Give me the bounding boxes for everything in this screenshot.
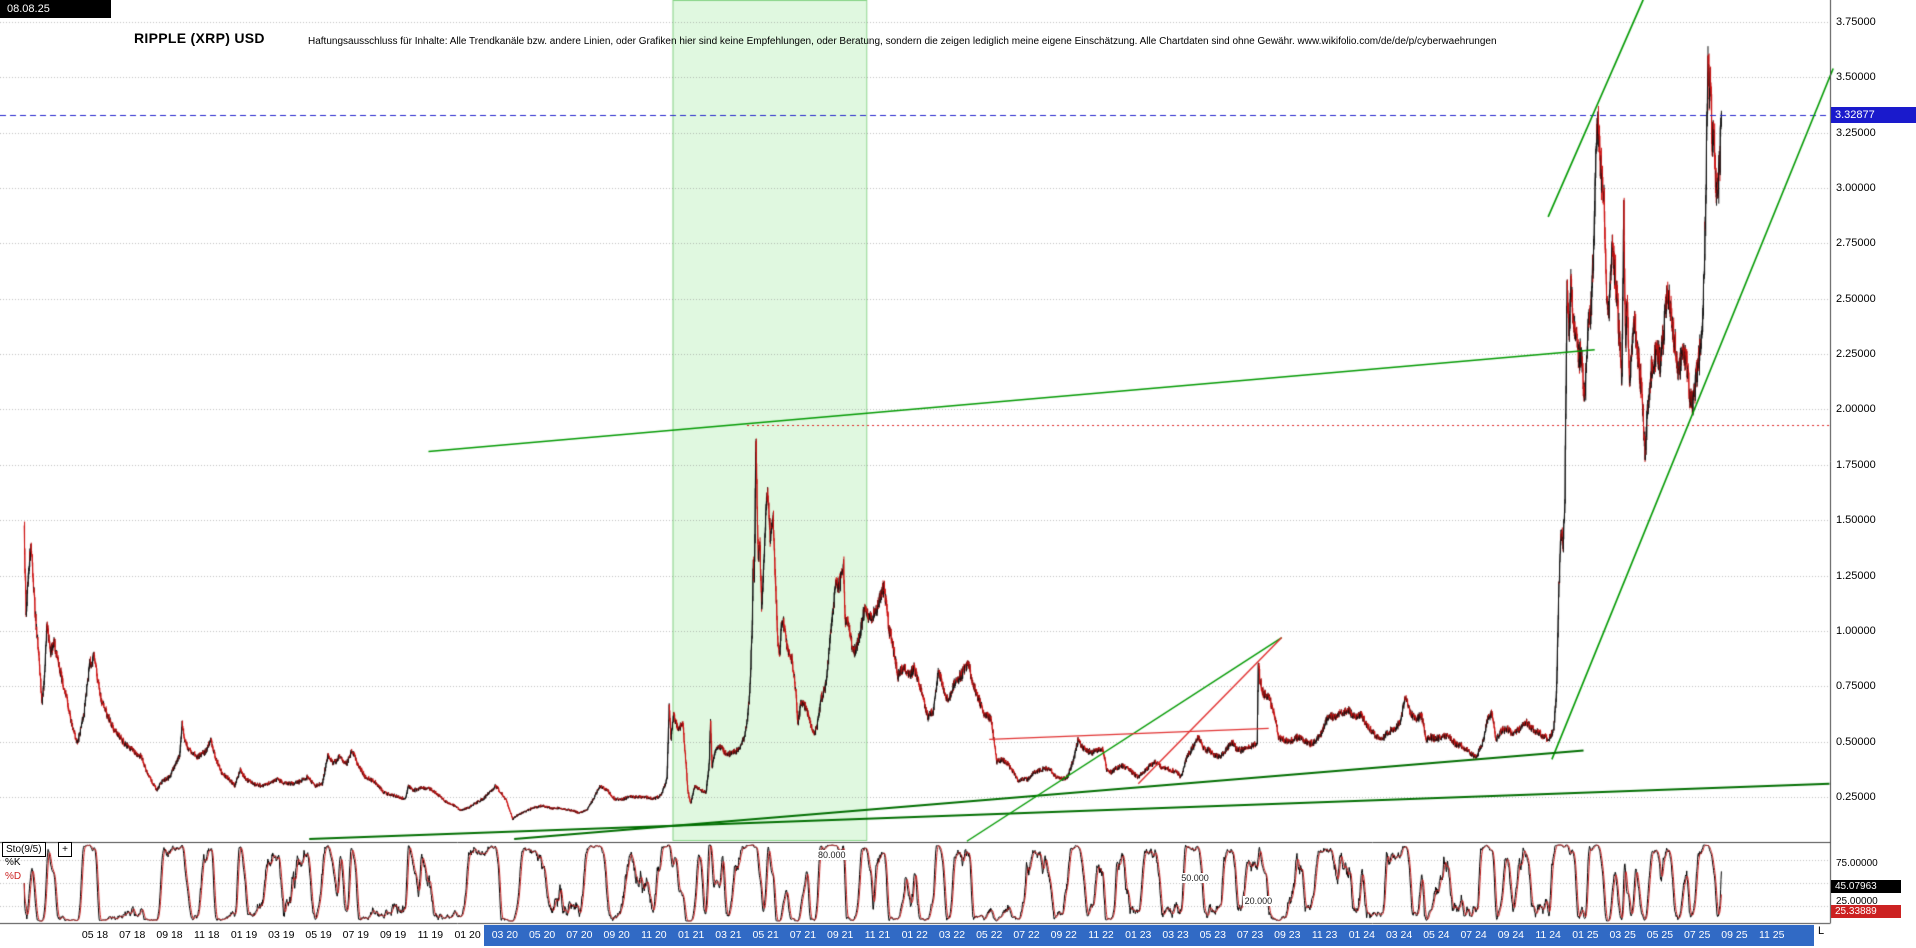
price-tick-label: 2.50000 bbox=[1836, 292, 1876, 305]
sto-level-label: 50.000 bbox=[1179, 873, 1211, 883]
date-tick-label[interactable]: 11 21 bbox=[864, 929, 891, 941]
date-tick-label[interactable]: 09 21 bbox=[827, 929, 854, 941]
indicator-name[interactable]: Sto(9/5) bbox=[2, 842, 46, 857]
price-tick-label: 1.00000 bbox=[1836, 624, 1876, 637]
price-tick-label: 3.50000 bbox=[1836, 71, 1876, 84]
date-tick-label[interactable]: 11 18 bbox=[194, 929, 220, 941]
price-tick-label: 2.00000 bbox=[1836, 403, 1876, 416]
current-price-badge: 3.32877 bbox=[1831, 107, 1916, 124]
price-tick-label: 1.25000 bbox=[1836, 569, 1876, 582]
date-tick-label[interactable]: 07 20 bbox=[566, 929, 593, 941]
date-tick-label[interactable]: 05 24 bbox=[1423, 929, 1450, 941]
date-tick-label[interactable]: 11 24 bbox=[1535, 929, 1561, 941]
date-tick-label[interactable]: 05 23 bbox=[1199, 929, 1226, 941]
date-tick-label[interactable]: 11 23 bbox=[1311, 929, 1338, 941]
date-tick-label[interactable]: 03 24 bbox=[1385, 929, 1413, 941]
date-tick-label[interactable]: 01 23 bbox=[1125, 929, 1152, 941]
date-tick-label[interactable]: 09 23 bbox=[1274, 929, 1301, 941]
date-tick-label[interactable]: 11 22 bbox=[1088, 929, 1114, 941]
date-tick-label[interactable]: 03 19 bbox=[268, 929, 295, 941]
sto-axis-label: 75.00000 bbox=[1836, 858, 1878, 869]
price-tick-label: 3.75000 bbox=[1836, 15, 1876, 28]
scale-toggle[interactable]: L bbox=[1818, 925, 1825, 937]
date-tick-label[interactable]: 03 25 bbox=[1609, 929, 1636, 941]
date-tick-label[interactable]: 07 24 bbox=[1460, 929, 1487, 941]
timescale-selection[interactable] bbox=[484, 925, 1814, 946]
date-tick-label[interactable]: 09 25 bbox=[1721, 929, 1748, 941]
date-tick-label[interactable]: 01 22 bbox=[901, 929, 928, 941]
date-tick-label[interactable]: 09 20 bbox=[603, 929, 630, 941]
date-tick-label[interactable]: 03 20 bbox=[491, 929, 518, 941]
date-tick-label[interactable]: 01 25 bbox=[1572, 929, 1599, 941]
date-tick-label[interactable]: 01 21 bbox=[678, 929, 705, 941]
sto-axis-label: 25.00000 bbox=[1836, 896, 1878, 907]
date-tick-label[interactable]: 05 18 bbox=[81, 929, 109, 941]
sto-level-label: 80.000 bbox=[815, 850, 848, 861]
sto-level-label: 20.000 bbox=[1242, 895, 1275, 906]
date-tick-label[interactable]: 07 25 bbox=[1684, 929, 1711, 941]
date-tick-label[interactable]: 05 20 bbox=[528, 929, 556, 941]
date-tick-label[interactable]: 03 22 bbox=[938, 929, 966, 941]
date-tick-label[interactable]: 09 24 bbox=[1497, 929, 1525, 941]
date-tick-label[interactable]: 07 21 bbox=[789, 929, 817, 941]
date-tick-label[interactable]: 07 22 bbox=[1013, 929, 1040, 941]
date-tick-label[interactable]: 05 25 bbox=[1646, 929, 1674, 941]
indicator-add-button[interactable]: + bbox=[58, 842, 72, 857]
price-tick-label: 0.25000 bbox=[1836, 790, 1876, 803]
date-tick-label[interactable]: 07 19 bbox=[342, 929, 369, 941]
date-tick-label[interactable]: 05 19 bbox=[305, 929, 332, 941]
stoch-d-label: %D bbox=[5, 871, 22, 882]
chart-title: RIPPLE (XRP) USD bbox=[134, 30, 265, 46]
date-tick-label[interactable]: 03 21 bbox=[715, 929, 742, 941]
date-tick-label[interactable]: 09 19 bbox=[379, 929, 407, 941]
date-tick-label[interactable]: 01 20 bbox=[454, 929, 481, 941]
price-tick-label: 1.50000 bbox=[1836, 514, 1876, 527]
date-tick-label[interactable]: 09 18 bbox=[156, 929, 183, 941]
date-tick-label[interactable]: 11 20 bbox=[641, 929, 667, 941]
date-axis[interactable]: 05 18 07 18 09 18 11 18 01 19 03 19 05 19 07 19… bbox=[0, 924, 1916, 948]
date-tick-label[interactable]: 07 23 bbox=[1236, 929, 1264, 941]
date-tick-label[interactable]: 05 22 bbox=[976, 929, 1003, 941]
date-tick-label[interactable]: 01 19 bbox=[230, 929, 258, 941]
price-tick-label: 2.75000 bbox=[1836, 237, 1876, 250]
price-tick-label: 0.75000 bbox=[1836, 680, 1876, 693]
date-tick-label[interactable]: 05 21 bbox=[752, 929, 779, 941]
date-tick-label[interactable]: 11 19 bbox=[417, 929, 444, 941]
price-tick-label: 3.25000 bbox=[1836, 126, 1876, 139]
date-tick-label[interactable]: 01 24 bbox=[1348, 929, 1375, 941]
stoch-k-value-badge: 45.07963 bbox=[1831, 880, 1901, 893]
date-tick-label[interactable]: 11 25 bbox=[1758, 929, 1785, 941]
date-tick-label[interactable]: 07 18 bbox=[119, 929, 146, 941]
date-stamp: 08.08.25 bbox=[0, 0, 111, 18]
date-tick-label[interactable]: 09 22 bbox=[1050, 929, 1077, 941]
price-tick-label: 1.75000 bbox=[1836, 458, 1876, 471]
stoch-k-label: %K bbox=[5, 857, 21, 868]
disclaimer-text: Haftungsausschluss für Inhalte: Alle Tre… bbox=[308, 36, 1497, 47]
date-tick-label[interactable]: 03 23 bbox=[1162, 929, 1189, 941]
price-tick-label: 3.00000 bbox=[1836, 182, 1876, 195]
price-tick-label: 2.25000 bbox=[1836, 348, 1876, 361]
stoch-d-value-badge: 25.33889 bbox=[1831, 905, 1901, 918]
price-tick-label: 0.50000 bbox=[1836, 735, 1876, 748]
